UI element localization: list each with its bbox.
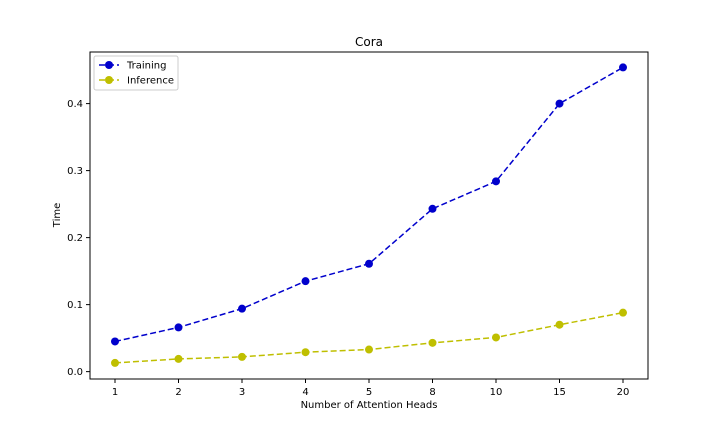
data-point-training: [111, 337, 119, 346]
chart-title: Cora: [355, 35, 383, 49]
legend-label-training: Training: [126, 61, 166, 72]
data-point-training: [428, 204, 437, 213]
data-point-inference: [619, 308, 627, 317]
data-point-training: [301, 277, 310, 286]
data-point-inference: [301, 348, 310, 357]
data-point-inference: [238, 352, 246, 361]
legend-marker-inference: [105, 76, 113, 84]
data-point-training: [365, 259, 373, 268]
x-tick-label: 3: [239, 387, 245, 398]
x-tick-label: 4: [302, 387, 308, 398]
data-point-training: [555, 99, 564, 108]
data-point-inference: [174, 354, 183, 363]
data-point-inference: [555, 320, 564, 329]
data-point-inference: [111, 358, 119, 367]
data-point-inference: [492, 333, 500, 342]
data-point-training: [238, 304, 246, 313]
x-tick-label: 20: [617, 387, 630, 398]
x-tick-label: 15: [553, 387, 566, 398]
y-tick-label: 0.3: [67, 166, 83, 177]
x-tick-label: 10: [490, 387, 503, 398]
x-axis: 1 2 3 4 5 8 10 15 20: [112, 379, 630, 398]
data-point-inference: [428, 338, 437, 347]
data-point-inference: [365, 345, 373, 354]
series-line-inference: [114, 311, 624, 364]
y-axis-label: Time: [52, 203, 63, 228]
x-tick-label: 2: [175, 387, 181, 398]
data-point-training: [492, 177, 500, 186]
y-tick-label: 0.0: [67, 367, 83, 378]
legend-marker-training: [105, 61, 113, 69]
series-layer: [111, 63, 627, 367]
legend: Training Inference: [93, 55, 179, 91]
data-point-training: [174, 323, 183, 332]
x-tick-label: 1: [112, 387, 118, 398]
y-tick-label: 0.2: [67, 233, 83, 244]
y-axis: 0.0 0.1 0.2 0.3 0.4: [67, 99, 90, 378]
legend-box: [93, 55, 179, 91]
y-tick-label: 0.4: [67, 99, 83, 110]
y-tick-label: 0.1: [67, 300, 83, 311]
x-tick-label: 8: [429, 387, 435, 398]
x-tick-label: 5: [366, 387, 372, 398]
series-line-training: [114, 66, 624, 343]
data-point-training: [619, 63, 627, 72]
legend-label-inference: Inference: [127, 76, 174, 87]
x-axis-label: Number of Attention Heads: [301, 400, 438, 411]
